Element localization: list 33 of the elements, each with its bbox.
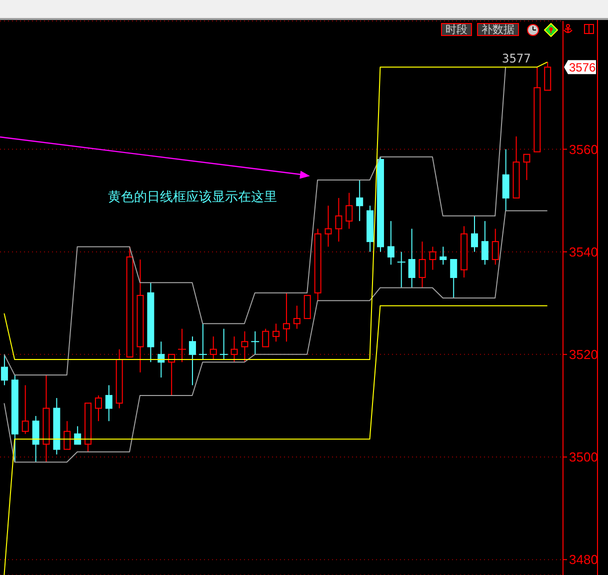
y-tick-label: 3500 [569, 450, 598, 465]
candlestick [335, 197, 342, 242]
candlestick [346, 192, 353, 230]
candlestick [293, 305, 300, 330]
candlestick [324, 205, 332, 248]
candlestick [429, 246, 436, 270]
annotation: 3577 [502, 52, 531, 66]
candlestick [356, 180, 364, 222]
toolbar-button: 补数据 [477, 23, 519, 36]
candlestick [502, 148, 510, 212]
y-tick-label: 3520 [569, 347, 598, 362]
y-tick-label: 3540 [569, 244, 598, 260]
y-tick-label: 3560 [569, 142, 598, 157]
candlestick [42, 374, 50, 463]
candlestick [387, 220, 394, 266]
candlestick [241, 330, 248, 363]
candlestick [460, 226, 468, 278]
candlestick [418, 241, 426, 288]
annotation: 时段 [446, 23, 468, 36]
toolbar-button: 时段 [441, 23, 472, 36]
candlestick [105, 384, 112, 422]
annotation: 补数据 [482, 23, 514, 36]
candlestick [282, 292, 290, 342]
text: 3576 [569, 60, 596, 75]
candlestick [116, 348, 123, 409]
annotation: 黄色的日线框应该显示在这里 [108, 189, 277, 205]
candlestick [470, 215, 478, 252]
y-tick-label: 3480 [569, 552, 598, 568]
candlestick [366, 205, 374, 252]
candlestick [136, 259, 144, 373]
candlestick [147, 282, 154, 363]
candlestick [408, 228, 416, 288]
line-series [4, 210, 548, 463]
